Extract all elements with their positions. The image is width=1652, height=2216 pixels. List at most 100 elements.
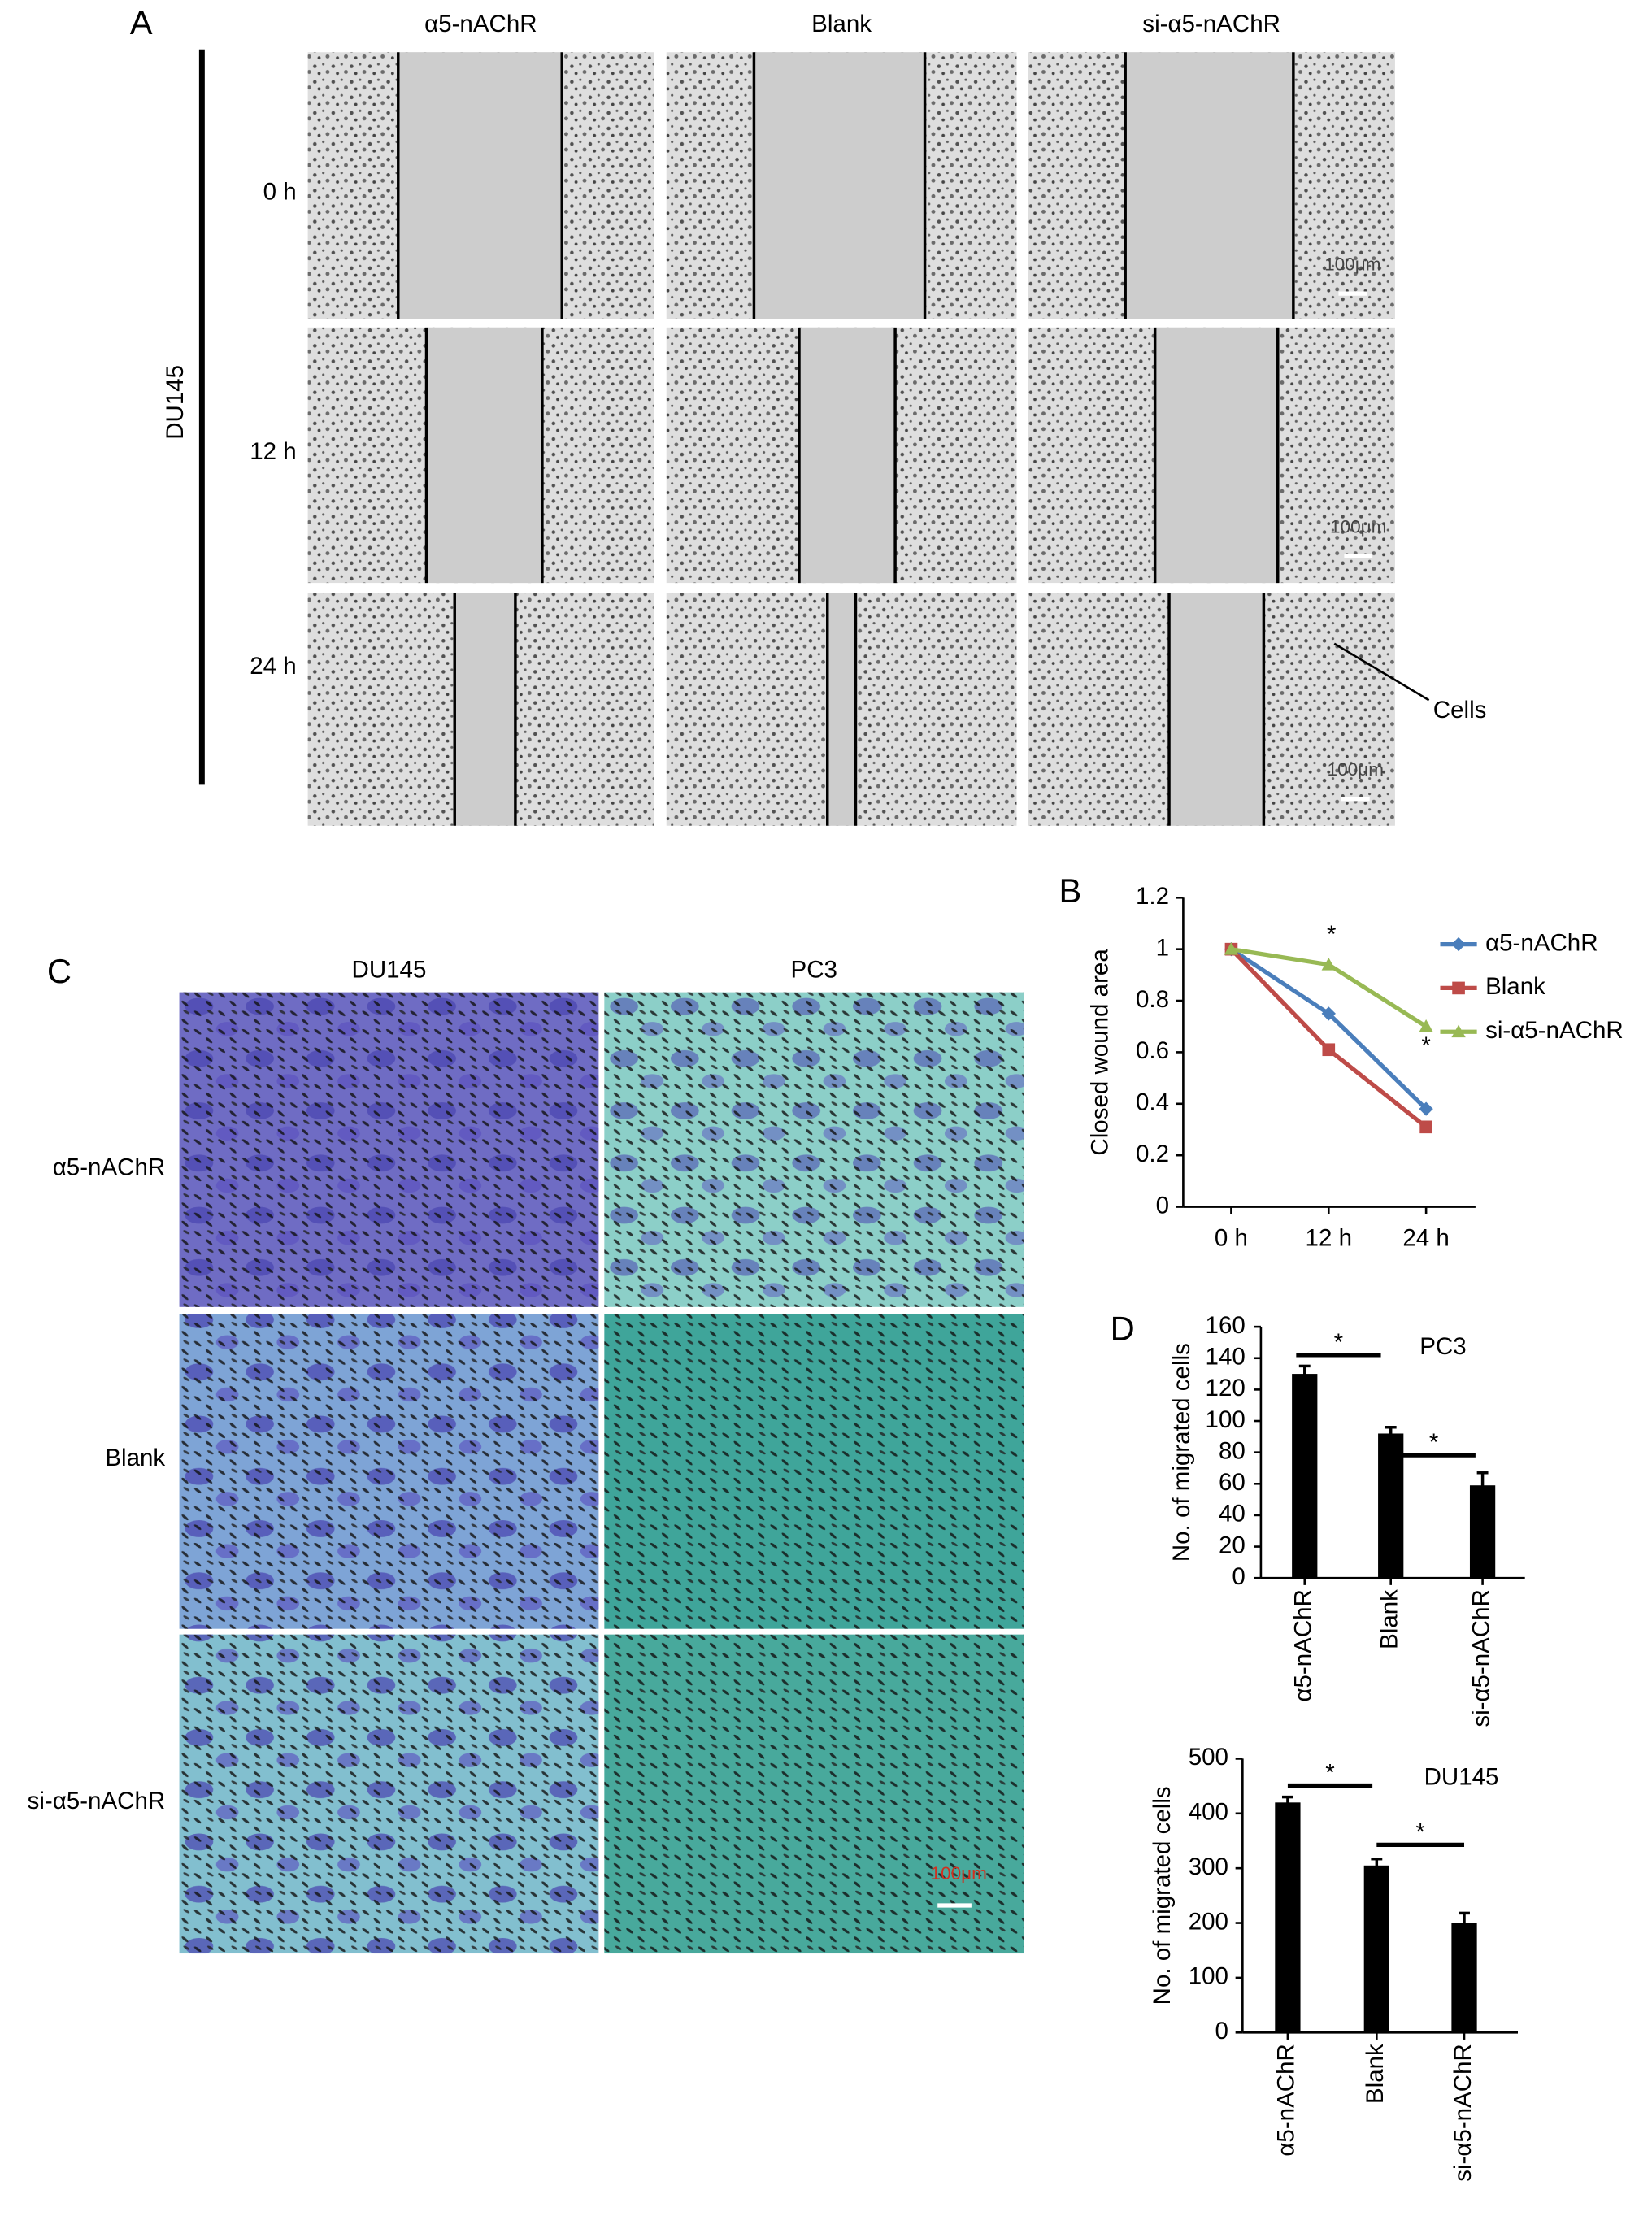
marker xyxy=(1419,1019,1433,1032)
y-tick-label: 0 xyxy=(1156,1192,1169,1219)
y-tick-label: 120 xyxy=(1206,1375,1246,1401)
panel-label: C xyxy=(47,952,72,990)
annotation: * xyxy=(1334,1329,1344,1356)
annotation: Cells xyxy=(1433,697,1487,723)
micrographs xyxy=(179,52,1395,1954)
marker xyxy=(1322,1043,1336,1057)
legend-marker xyxy=(1451,1024,1466,1038)
y-tick-label: 80 xyxy=(1219,1437,1246,1464)
bar xyxy=(1378,1433,1404,1579)
column-label: DU145 xyxy=(352,956,427,983)
y-axis-label: Closed wound area xyxy=(1086,949,1113,1156)
scale-bar-label: 100μm xyxy=(1328,759,1384,780)
row-label: si-α5-nAChR xyxy=(28,1788,166,1814)
micrograph-texture xyxy=(179,1634,599,1954)
micrograph-texture xyxy=(604,992,1024,1307)
x-tick-label: Blank xyxy=(1362,2044,1389,2104)
y-tick-label: 0.4 xyxy=(1136,1089,1169,1116)
column-label: Blank xyxy=(811,11,872,37)
y-tick-label: 500 xyxy=(1189,1744,1228,1771)
legend-label: α5-nAChR xyxy=(1485,929,1598,956)
y-tick-label: 100 xyxy=(1189,1963,1228,1990)
bar xyxy=(1451,1923,1477,2033)
wound-gap xyxy=(426,327,542,584)
row-label: Blank xyxy=(105,1445,165,1471)
row-label: 0 h xyxy=(263,179,297,206)
y-tick-label: 0.6 xyxy=(1136,1037,1169,1064)
y-tick-label: 140 xyxy=(1206,1344,1246,1371)
y-tick-label: 100 xyxy=(1206,1406,1246,1433)
legend-marker xyxy=(1451,936,1466,952)
bar xyxy=(1292,1374,1318,1579)
y-axis-label: No. of migrated cells xyxy=(1149,1786,1176,2005)
y-tick-label: 0 xyxy=(1215,2018,1228,2044)
bar xyxy=(1469,1485,1496,1579)
x-tick-label: 0 h xyxy=(1215,1224,1248,1251)
micrograph-texture xyxy=(179,992,599,1307)
wound-gap xyxy=(1154,327,1278,584)
y-tick-label: 0.2 xyxy=(1136,1141,1169,1167)
wound-gap xyxy=(1169,593,1264,826)
bar xyxy=(1363,1865,1389,2033)
row-label: α5-nAChR xyxy=(53,1154,165,1180)
annotation: * xyxy=(1415,1818,1425,1845)
annotation-arrow xyxy=(1333,642,1430,702)
y-tick-label: 300 xyxy=(1189,1853,1228,1880)
y-tick-label: 1.2 xyxy=(1136,883,1169,910)
panel-label: D xyxy=(1111,1309,1135,1347)
cell-line-label: DU145 xyxy=(162,365,189,440)
bar xyxy=(1275,1802,1301,2033)
chart-title: PC3 xyxy=(1419,1333,1466,1360)
annotation: * xyxy=(1325,1759,1335,1786)
x-tick-label: α5-nAChR xyxy=(1290,1589,1317,1701)
y-tick-label: 400 xyxy=(1189,1799,1228,1826)
annotation: * xyxy=(1429,1429,1439,1456)
x-tick-label: 12 h xyxy=(1306,1224,1352,1251)
micrograph-texture xyxy=(604,1634,1024,1954)
scale-bar-label: 100μm xyxy=(1330,516,1386,537)
wound-gap xyxy=(1125,52,1293,319)
wound-gap xyxy=(827,593,856,826)
y-tick-label: 0.8 xyxy=(1136,986,1169,1013)
y-tick-label: 60 xyxy=(1219,1469,1246,1496)
y-axis-label: No. of migrated cells xyxy=(1168,1343,1195,1562)
y-tick-label: 1 xyxy=(1156,934,1169,961)
x-tick-label: 24 h xyxy=(1402,1224,1449,1251)
panel-label: A xyxy=(130,3,153,41)
x-tick-label: α5-nAChR xyxy=(1273,2044,1300,2156)
y-tick-label: 200 xyxy=(1189,1908,1228,1935)
legend-label: si-α5-nAChR xyxy=(1485,1017,1624,1044)
chart-title: DU145 xyxy=(1424,1764,1499,1791)
column-label: PC3 xyxy=(791,956,837,983)
wound-gap xyxy=(454,593,515,826)
row-label: 24 h xyxy=(250,653,296,680)
y-tick-label: 20 xyxy=(1219,1532,1246,1558)
row-label: 12 h xyxy=(250,438,296,465)
scale-bar-label: 100μm xyxy=(931,1863,987,1884)
micrograph-texture xyxy=(604,1314,1024,1629)
y-tick-label: 160 xyxy=(1206,1312,1246,1339)
wound-gap xyxy=(799,327,896,584)
column-label: α5-nAChR xyxy=(424,11,537,37)
column-label: si-α5-nAChR xyxy=(1142,11,1280,37)
x-tick-label: si-α5-nAChR xyxy=(1467,1589,1494,1727)
annotation: * xyxy=(1327,921,1337,948)
x-tick-label: si-α5-nAChR xyxy=(1450,2044,1476,2182)
micrograph-texture xyxy=(179,1314,599,1629)
wound-gap xyxy=(754,52,925,319)
marker xyxy=(1321,957,1336,971)
y-tick-label: 40 xyxy=(1219,1501,1246,1527)
scale-bar-label: 100μm xyxy=(1324,254,1380,274)
panel-label: B xyxy=(1059,871,1082,910)
x-tick-label: Blank xyxy=(1376,1589,1402,1649)
legend-marker xyxy=(1452,981,1465,995)
annotation: * xyxy=(1421,1032,1431,1059)
line xyxy=(1230,947,1428,1110)
marker xyxy=(1224,941,1239,955)
y-tick-label: 0 xyxy=(1232,1563,1245,1590)
legend-label: Blank xyxy=(1485,973,1545,1000)
wound-gap xyxy=(398,52,563,319)
line xyxy=(1229,947,1428,1129)
